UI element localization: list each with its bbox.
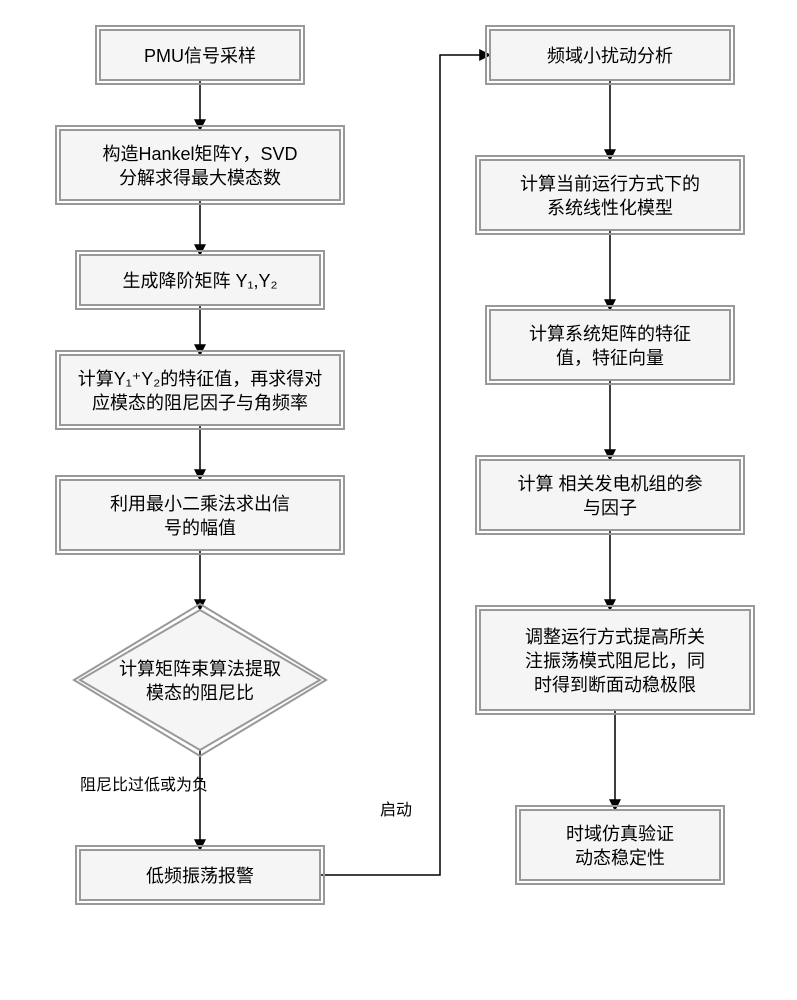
node-text: 与因子: [583, 498, 637, 518]
edge-label: 启动: [380, 801, 412, 819]
node-text: 系统线性化模型: [547, 198, 673, 218]
node-text: 时得到断面动稳极限: [534, 675, 696, 695]
node-text: 号的幅值: [164, 518, 236, 538]
node-text: 值，特征向量: [556, 348, 664, 368]
node-text: 低频振荡报警: [146, 866, 254, 886]
node-n3: 生成降阶矩阵 Y₁,Y₂: [76, 251, 324, 309]
node-text: 生成降阶矩阵 Y₁,Y₂: [122, 271, 277, 291]
node-text: 利用最小二乘法求出信: [110, 494, 290, 514]
node-text: 计算当前运行方式下的: [520, 174, 700, 194]
node-text: 动态稳定性: [575, 848, 665, 868]
node-text: 调整运行方式提高所关: [525, 627, 705, 647]
node-text: 应模态的阻尼因子与角频率: [92, 393, 308, 413]
node-text: 计算系统矩阵的特征: [529, 324, 691, 344]
node-text: 计算Y₁⁺Y₂的特征值，再求得对: [78, 369, 323, 389]
node-text: 计算矩阵束算法提取: [119, 659, 281, 679]
node-text: 频域小扰动分析: [547, 46, 673, 66]
node-n4: 计算Y₁⁺Y₂的特征值，再求得对应模态的阻尼因子与角频率: [56, 351, 344, 429]
node-text: 分解求得最大模态数: [119, 168, 281, 188]
node-n5: 利用最小二乘法求出信号的幅值: [56, 476, 344, 554]
node-n6: 计算矩阵束算法提取模态的阻尼比: [74, 604, 326, 756]
node-n1: PMU信号采样: [96, 26, 304, 84]
edge-label: 阻尼比过低或为负: [80, 776, 208, 794]
node-text: 注振荡模式阻尼比，同: [525, 651, 705, 671]
node-text: 时域仿真验证: [566, 824, 674, 844]
node-text: 模态的阻尼比: [146, 683, 254, 703]
node-n12: 调整运行方式提高所关注振荡模式阻尼比，同时得到断面动稳极限: [476, 606, 754, 714]
node-text: 计算 相关发电机组的参: [518, 474, 703, 494]
node-n7: 低频振荡报警: [76, 846, 324, 904]
node-n2: 构造Hankel矩阵Y，SVD 分解求得最大模态数: [56, 126, 344, 204]
node-n9: 计算当前运行方式下的系统线性化模型: [476, 156, 744, 234]
edge-n7-n8: [320, 55, 490, 875]
node-n8: 频域小扰动分析: [486, 26, 734, 84]
node-text: PMU信号采样: [144, 46, 256, 66]
node-text: 构造Hankel矩阵Y，SVD: [102, 144, 297, 164]
node-n11: 计算 相关发电机组的参与因子: [476, 456, 744, 534]
node-n13: 时域仿真验证动态稳定性: [516, 806, 724, 884]
node-n10: 计算系统矩阵的特征值，特征向量: [486, 306, 734, 384]
flowchart-canvas: 阻尼比过低或为负启动 PMU信号采样构造Hankel矩阵Y，SVD 分解求得最大模态…: [20, 20, 777, 980]
